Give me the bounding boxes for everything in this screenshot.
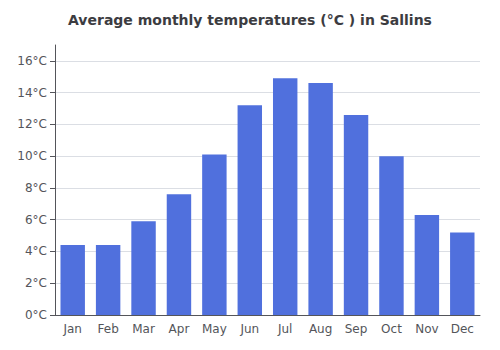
svg-text:May: May [202, 322, 227, 336]
svg-text:Jan: Jan [62, 322, 82, 336]
svg-text:Apr: Apr [169, 322, 190, 336]
svg-text:Nov: Nov [415, 322, 438, 336]
svg-text:Mar: Mar [132, 322, 155, 336]
svg-text:6°C: 6°C [25, 213, 47, 227]
svg-text:Oct: Oct [381, 322, 402, 336]
svg-text:4°C: 4°C [25, 244, 47, 258]
svg-text:16°C: 16°C [17, 54, 47, 68]
svg-text:Jun: Jun [239, 322, 259, 336]
svg-text:14°C: 14°C [17, 86, 47, 100]
svg-text:Sep: Sep [345, 322, 368, 336]
svg-text:Jul: Jul [277, 322, 292, 336]
svg-text:10°C: 10°C [17, 149, 47, 163]
svg-text:0°C: 0°C [25, 308, 47, 322]
svg-text:2°C: 2°C [25, 276, 47, 290]
svg-text:8°C: 8°C [25, 181, 47, 195]
svg-text:12°C: 12°C [17, 117, 47, 131]
svg-text:Dec: Dec [451, 322, 474, 336]
svg-text:Feb: Feb [98, 322, 119, 336]
svg-text:Average monthly temperatures (: Average monthly temperatures (°C ) in Sa… [68, 12, 432, 28]
svg-text:Aug: Aug [309, 322, 332, 336]
